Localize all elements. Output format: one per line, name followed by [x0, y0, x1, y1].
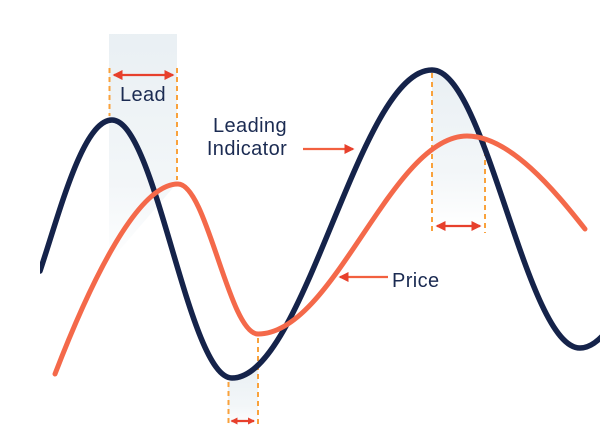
arrows-group	[112, 69, 482, 425]
lead-band-second-peak	[432, 72, 485, 223]
leading-indicator-label-line-2: Indicator	[207, 138, 287, 160]
price-label: Price	[392, 270, 440, 292]
price-curve	[52, 133, 588, 377]
lead-label: Lead	[120, 84, 166, 106]
leading-indicator-curve	[40, 67, 600, 381]
lead-band-first-peak	[109, 34, 177, 262]
curves-group	[40, 67, 600, 381]
leading-indicator-label-line-1: Leading	[213, 115, 287, 137]
lead-lag-diagram: Lead Leading Indicator Price	[40, 16, 600, 426]
